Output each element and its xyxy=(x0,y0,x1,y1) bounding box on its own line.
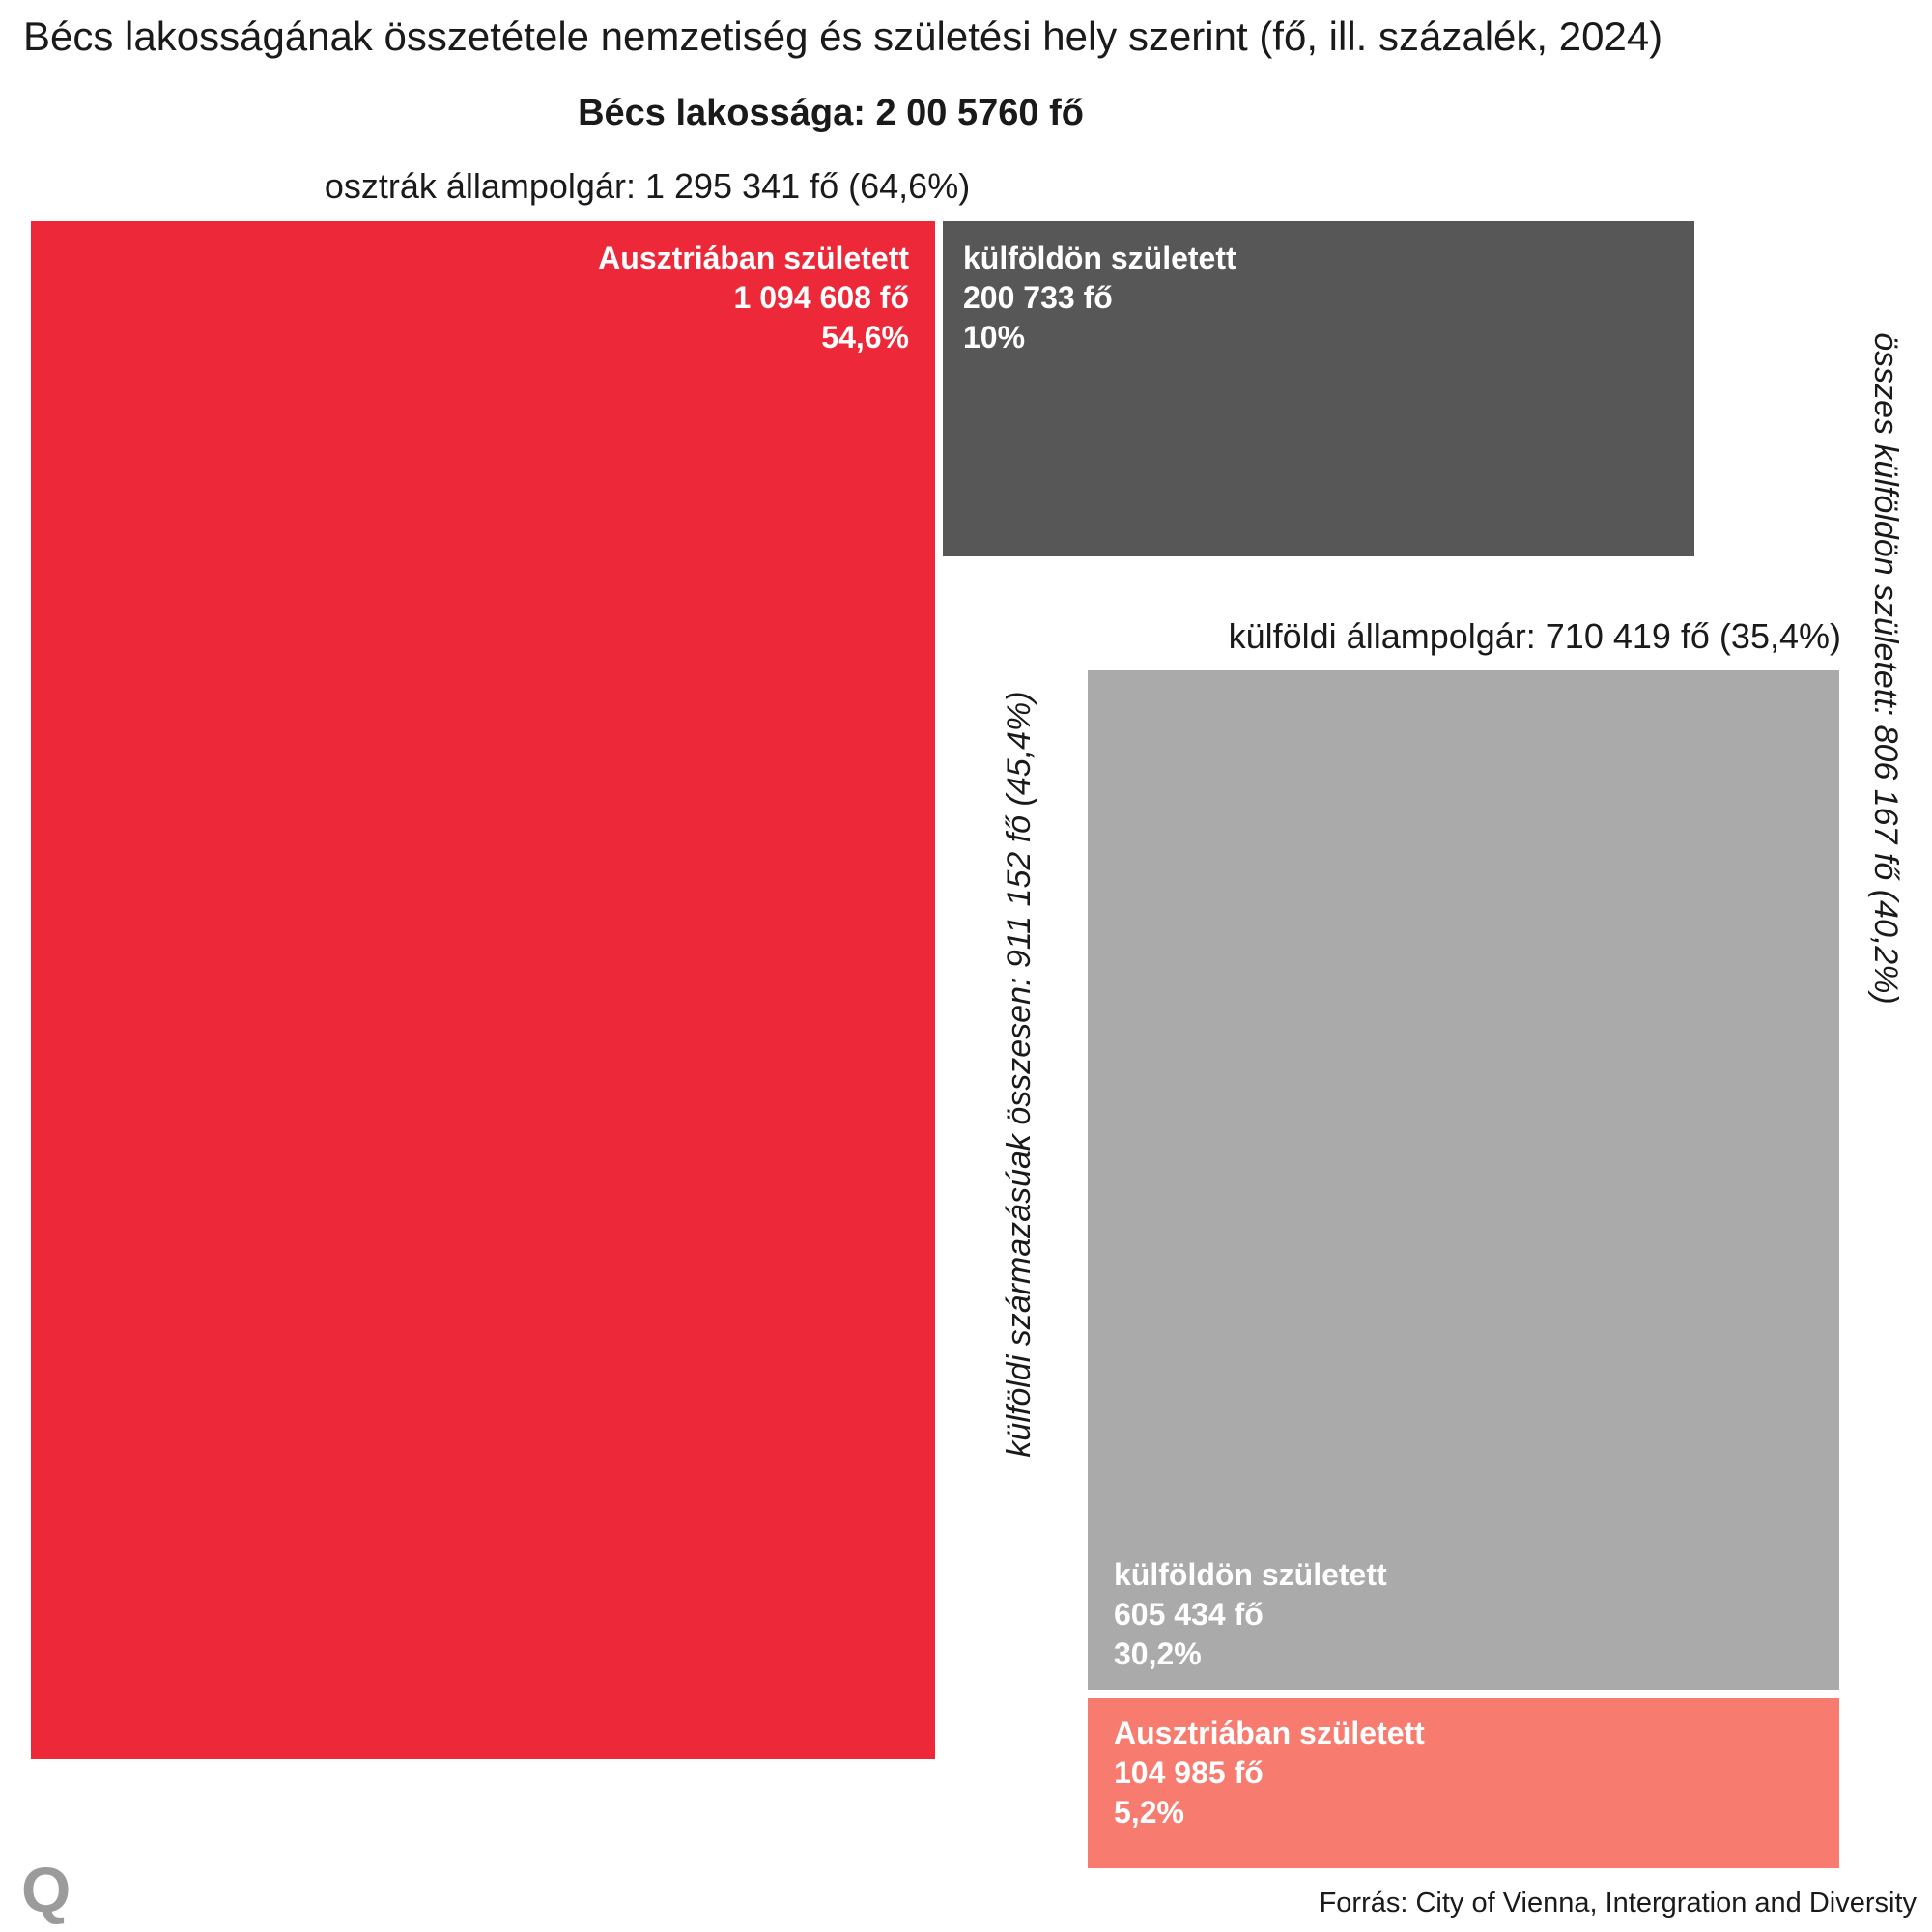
source-note: Forrás: City of Vienna, Intergration and… xyxy=(1319,1888,1917,1918)
publisher-logo: Q xyxy=(21,1854,71,1925)
tile-percent: 54,6% xyxy=(821,320,909,355)
tile-category: Ausztriában született xyxy=(598,241,909,275)
tile-text: Ausztriában született 104 985 fő 5,2% xyxy=(1114,1714,1425,1833)
annotation-foreign-born-total: összes külföldön született: 806 167 fő (… xyxy=(1867,332,1904,1005)
tile-category: külföldön született xyxy=(963,241,1236,275)
tile-austrian-citizen-born-abroad: külföldön született 200 733 fő 10% xyxy=(943,221,1694,556)
tile-austrian-citizen-born-in-austria: Ausztriában született 1 094 608 fő 54,6% xyxy=(31,221,935,1759)
tile-percent: 10% xyxy=(963,320,1026,355)
tile-count: 1 094 608 fő xyxy=(733,280,909,315)
tile-category: Ausztriában született xyxy=(1114,1716,1425,1750)
tile-text: külföldön született 605 434 fő 30,2% xyxy=(1114,1555,1387,1674)
tile-category: külföldön született xyxy=(1114,1557,1387,1592)
tile-percent: 5,2% xyxy=(1114,1795,1184,1830)
tile-text: külföldön született 200 733 fő 10% xyxy=(963,239,1236,357)
chart-title: Bécs lakosságának összetétele nemzetiség… xyxy=(23,14,1663,59)
group-label-austrian-citizens: osztrák állampolgár: 1 295 341 fő (64,6%… xyxy=(324,166,971,206)
tile-count: 200 733 fő xyxy=(963,280,1113,315)
annotation-foreign-origin-total: külföldi származásúak összesen: 911 152 … xyxy=(1001,691,1037,1458)
tile-count: 104 985 fő xyxy=(1114,1755,1264,1790)
tile-foreign-citizen-born-abroad: külföldön született 605 434 fő 30,2% xyxy=(1088,670,1839,1690)
tile-text: Ausztriában született 1 094 608 fő 54,6% xyxy=(598,239,909,357)
tile-percent: 30,2% xyxy=(1114,1636,1202,1671)
tile-count: 605 434 fő xyxy=(1114,1597,1264,1632)
population-total: Bécs lakossága: 2 00 5760 fő xyxy=(578,93,1084,133)
group-label-foreign-citizens: külföldi állampolgár: 710 419 fő (35,4%) xyxy=(1228,616,1841,656)
tile-foreign-citizen-born-in-austria: Ausztriában született 104 985 fő 5,2% xyxy=(1088,1698,1839,1868)
